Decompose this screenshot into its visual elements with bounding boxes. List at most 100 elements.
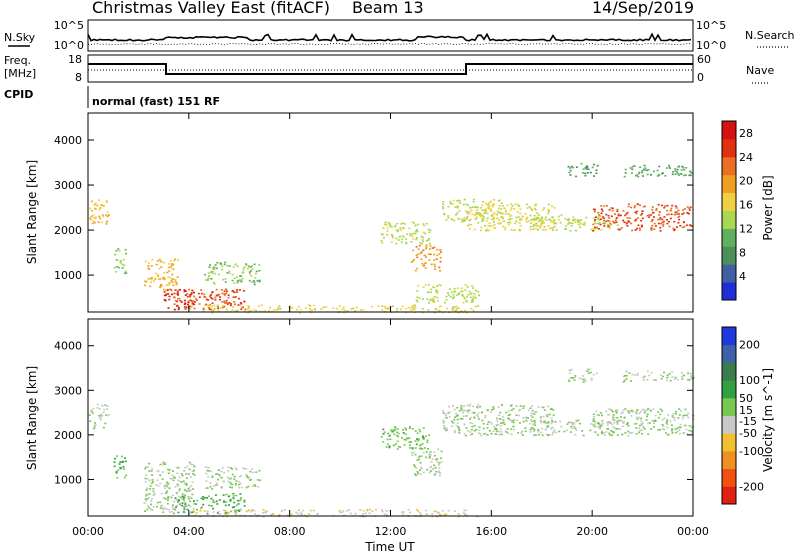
velocity-colorbar-tick-label: -15: [739, 415, 757, 428]
velocity-y-tick-label: 2000: [54, 429, 82, 442]
velocity-colorbar-swatch: [722, 380, 736, 399]
power-y-axis: 1000 2000 3000 4000: [54, 134, 693, 282]
power-colorbar-tick-label: 4: [739, 270, 746, 283]
power-y-tick-label: 4000: [54, 134, 82, 147]
power-colorbar-label: Power [dB]: [761, 175, 775, 240]
nsky-label: N.Sky: [4, 31, 36, 44]
velocity-colorbar-frame: [721, 326, 737, 505]
power-colorbar-tick-label: 16: [739, 199, 753, 212]
power-y-tick-label: 1000: [54, 269, 82, 282]
power-colorbar-swatch: [722, 156, 736, 176]
velocity-echo-region: [174, 492, 246, 515]
time-axis: 00:00 04:00 08:00 12:00 16:00 20:00 00:00: [72, 113, 709, 538]
velocity-echo-region: [143, 461, 196, 515]
date-label: 14/Sep/2019: [592, 0, 694, 17]
power-colorbar-tick-label: 12: [739, 222, 753, 235]
nsky-line: [87, 32, 692, 42]
velocity-colorbar-tick-label: 100: [739, 374, 760, 387]
power-colorbar-frame: [721, 120, 737, 301]
velocity-colorbar-swatch: [722, 397, 736, 416]
power-echo-region: [415, 284, 480, 304]
freq-label: Freq.: [4, 54, 31, 67]
power-echo-region: [567, 162, 599, 178]
power-colorbar-swatch: [722, 192, 736, 211]
velocity-colorbar-swatch: [722, 468, 736, 487]
power-colorbar-tick-label: 20: [739, 175, 753, 188]
power-echo-region: [113, 248, 128, 275]
power-colorbar-tick-label: 28: [739, 127, 753, 140]
velocity-colorbar-tick-label: 15: [739, 404, 753, 417]
velocity-echo-region: [529, 419, 619, 437]
velocity-colorbar-tick-label: -100: [739, 445, 764, 458]
time-tick-label: 12:00: [375, 525, 407, 538]
power-echo-region: [173, 288, 247, 311]
power-colorbar-swatch: [722, 282, 736, 301]
velocity-colorbar-swatch: [722, 433, 736, 452]
time-tick-label: 04:00: [173, 525, 205, 538]
velocity-colorbar-label: Velocity [m s^-1]: [761, 368, 775, 472]
velocity-colorbar-swatch: [722, 344, 736, 363]
power-scatter: [89, 162, 694, 314]
power-colorbar: 4 8 12 16 20 24 28: [721, 120, 753, 301]
nsearch-line: [87, 42, 692, 46]
power-colorbar-swatch: [722, 228, 736, 247]
velocity-echo-region: [568, 368, 598, 383]
nave-label: Nave: [746, 64, 774, 77]
time-tick-label: 00:00: [677, 525, 709, 538]
velocity-scatter: [88, 368, 695, 518]
power-colorbar-swatch: [722, 121, 736, 140]
velocity-y-axis: 1000 2000 3000 4000: [54, 340, 693, 486]
power-colorbar-swatch: [722, 174, 736, 194]
freq-left-tick-high: 18: [68, 53, 82, 66]
velocity-y-tick-label: 1000: [54, 473, 82, 486]
velocity-colorbar-swatch: [722, 486, 736, 505]
power-echo-region: [592, 203, 694, 232]
nave-right-tick-high: 60: [697, 53, 711, 66]
cpid-value: normal (fast) 151 RF: [92, 95, 220, 108]
time-tick-label: 20:00: [576, 525, 608, 538]
power-colorbar-tick-label: 8: [739, 246, 746, 259]
time-tick-label: 08:00: [274, 525, 306, 538]
velocity-colorbar-tick-label: -200: [739, 480, 764, 493]
power-colorbar-swatch: [722, 264, 736, 283]
noise-left-tick-high: 10^5: [54, 19, 84, 32]
power-echo-region: [89, 199, 110, 225]
nave-right-tick-low: 0: [697, 71, 704, 84]
velocity-y-axis-label: Slant Range [km]: [25, 366, 39, 470]
time-tick-label: 16:00: [475, 525, 507, 538]
freq-unit-label: [MHz]: [4, 67, 36, 80]
power-y-axis-label: Slant Range [km]: [25, 160, 39, 264]
power-y-tick-label: 3000: [54, 179, 82, 192]
freq-panel-frame: [87, 54, 694, 83]
noise-right-tick-high: 10^5: [696, 19, 726, 32]
velocity-colorbar-swatch: [722, 450, 736, 470]
power-echo-region: [204, 261, 261, 286]
velocity-colorbar-tick-label: -50: [739, 427, 757, 440]
velocity-colorbar-tick-label: 200: [739, 339, 760, 352]
freq-left-tick-low: 8: [75, 71, 82, 84]
power-echo-region: [380, 221, 432, 245]
power-colorbar-swatch: [722, 246, 736, 265]
power-colorbar-tick-label: 24: [739, 151, 753, 164]
cpid-label: CPID: [4, 88, 33, 101]
noise-right-tick-low: 10^0: [696, 39, 726, 52]
power-echo-region: [623, 164, 693, 178]
noise-left-tick-low: 10^0: [54, 39, 84, 52]
velocity-echo-region: [592, 408, 695, 437]
time-tick-label: 00:00: [72, 525, 104, 538]
velocity-colorbar-swatch: [722, 362, 736, 381]
power-echo-region: [442, 198, 506, 223]
noise-panel-frame: [87, 19, 694, 52]
power-colorbar-swatch: [722, 210, 736, 229]
velocity-echo-region: [622, 370, 695, 383]
beam-label: Beam 13: [352, 0, 424, 17]
site-title: Christmas Valley East (fitACF): [92, 0, 330, 17]
velocity-colorbar-swatch: [722, 415, 736, 434]
velocity-colorbar-swatch: [722, 327, 736, 346]
nsearch-label: N.Search: [745, 29, 795, 42]
velocity-colorbar-tick-label: 50: [739, 392, 753, 405]
velocity-echo-region: [88, 403, 110, 430]
power-echo-region: [410, 244, 443, 272]
